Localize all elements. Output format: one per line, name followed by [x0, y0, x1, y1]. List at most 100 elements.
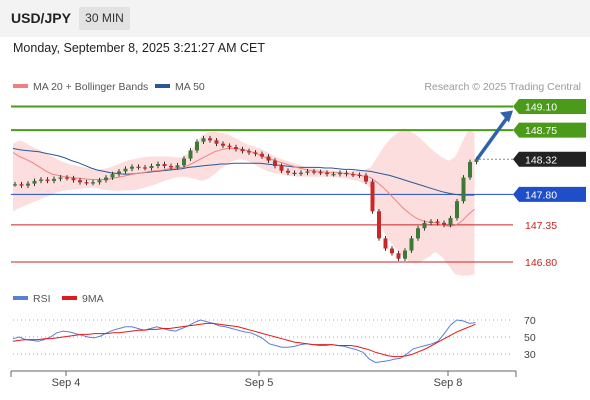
candle-body [468, 161, 472, 178]
header-bar: USD/JPY 30 MIN [0, 0, 590, 37]
candle [273, 158, 277, 169]
resistance-level-tag [513, 98, 586, 114]
candle [351, 171, 355, 178]
candle [260, 151, 264, 159]
candle [279, 163, 284, 174]
candle-body [416, 228, 420, 239]
candle-body [331, 174, 336, 176]
candle-body [130, 166, 134, 169]
candle [175, 162, 180, 170]
candle-body [78, 180, 82, 183]
candle-body [65, 177, 69, 179]
candle [169, 163, 173, 170]
candle-body [273, 160, 277, 167]
candle [227, 143, 232, 150]
candle-body [71, 178, 76, 181]
legend: MA 20 + Bollinger Bands MA 50 Research ©… [13, 81, 581, 93]
candle [84, 179, 89, 186]
ma50-legend-label: MA 50 [175, 81, 205, 93]
rsi-tick-label: 30 [524, 349, 536, 361]
candle-body [338, 172, 342, 175]
candle [97, 177, 102, 185]
candle-body [117, 171, 121, 175]
candle-body [169, 166, 173, 168]
rsi-legend: RSI 9MA [13, 293, 104, 305]
candle [143, 165, 147, 171]
candle-body [201, 138, 206, 142]
projection-arrow-head [500, 110, 513, 123]
symbol-title: USD/JPY [11, 10, 71, 26]
candle-body [13, 184, 17, 186]
rsi-tick-label: 70 [524, 315, 536, 327]
candle-body [182, 158, 186, 166]
candle-body [227, 145, 232, 148]
level-value: 148.75 [525, 125, 557, 137]
candle [461, 175, 466, 204]
level-value: 149.10 [525, 101, 557, 113]
candle [221, 141, 225, 149]
level-value: 146.80 [525, 257, 557, 269]
candle-body [318, 172, 323, 174]
candle [247, 148, 251, 155]
candle-body [435, 221, 440, 223]
candle-body [344, 172, 349, 175]
candle [195, 139, 199, 153]
ma20-legend-label: MA 20 + Bollinger Bands [33, 81, 148, 93]
level-labels: 149.10 148.75 148.32 147.80 147.35 146.80 [513, 98, 586, 269]
candle [331, 171, 336, 177]
candle-body [123, 168, 128, 172]
candle [182, 156, 186, 168]
candle-body [58, 177, 63, 179]
candle [26, 181, 30, 188]
candle-body [39, 179, 43, 181]
candle [162, 161, 167, 169]
candle [149, 163, 154, 171]
candle [130, 164, 134, 172]
support-level-label: 147.35 [525, 220, 557, 232]
candle [19, 181, 24, 188]
candle [422, 220, 427, 231]
candle [201, 135, 206, 145]
candle [409, 236, 414, 253]
candle-body [143, 167, 147, 169]
candle [357, 172, 362, 178]
candle [52, 176, 56, 184]
candle-body [370, 181, 375, 212]
candle-body [45, 179, 50, 181]
rsi-panel: 70 50 30 [12, 315, 536, 364]
level-value: 147.35 [525, 220, 557, 232]
x-tick-label: Sep 5 [245, 377, 274, 389]
candle [383, 236, 388, 251]
candle [299, 170, 303, 176]
candle-body [325, 172, 329, 175]
candle [253, 150, 258, 157]
candle-body [110, 174, 115, 178]
rsi-line [12, 319, 476, 364]
resistance-level-tag [513, 122, 586, 138]
timeframe-button[interactable]: 30 MIN [79, 7, 130, 30]
candle-body [286, 170, 290, 173]
candle-body [396, 253, 401, 259]
candle-body [52, 178, 56, 181]
level-value: 148.32 [525, 154, 557, 166]
candle-body [442, 222, 446, 225]
candle-body [455, 201, 459, 219]
ma50-legend-swatch [155, 84, 170, 88]
candle-body [390, 248, 394, 254]
projection-arrow [475, 110, 513, 161]
candle [39, 177, 43, 184]
candle [292, 170, 297, 176]
candle [234, 144, 238, 152]
candle-body [208, 138, 212, 141]
level-lines [11, 105, 513, 263]
x-axis: Sep 4 Sep 5 Sep 8 [10, 370, 517, 389]
candle [338, 170, 342, 177]
candle-body [32, 180, 37, 184]
candle [78, 177, 82, 185]
candle [286, 168, 290, 176]
candle-body [448, 218, 453, 225]
candle-body [461, 177, 466, 202]
candle [364, 173, 368, 184]
candle-body [409, 238, 414, 251]
bollinger-band-area [13, 128, 475, 276]
